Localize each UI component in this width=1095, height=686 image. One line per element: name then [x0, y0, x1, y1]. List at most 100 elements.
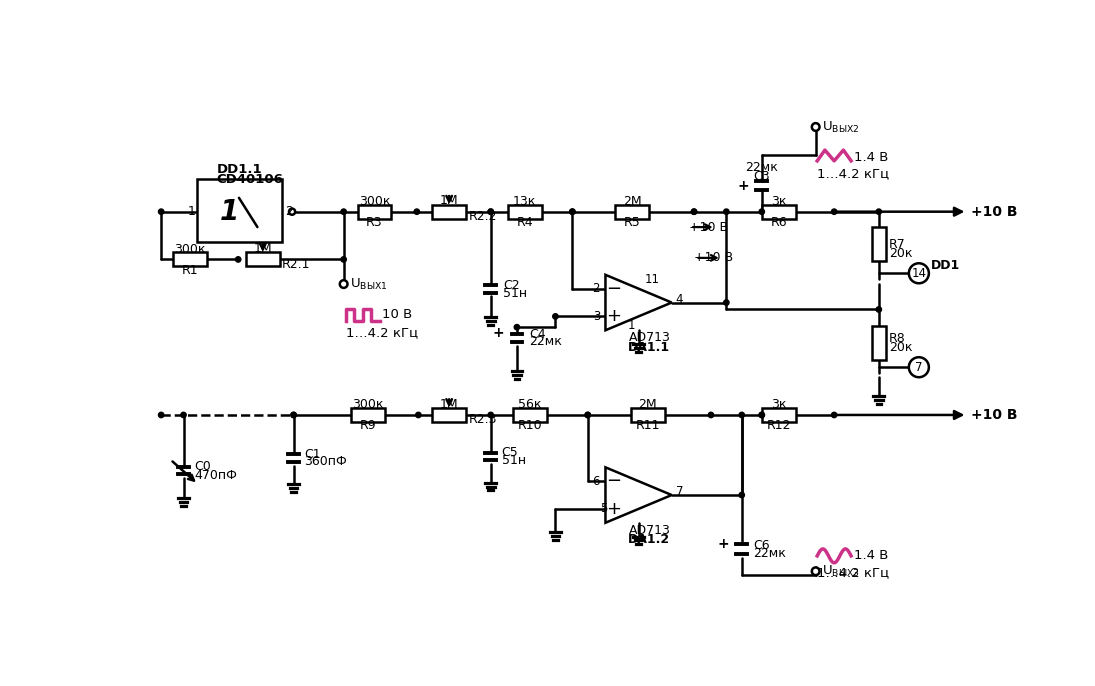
Text: 1…4.2 кГц: 1…4.2 кГц	[817, 567, 889, 579]
Polygon shape	[606, 275, 671, 330]
Bar	[762, 408, 796, 422]
Text: C0: C0	[194, 460, 211, 473]
Circle shape	[691, 209, 696, 215]
Text: 1: 1	[187, 205, 195, 218]
Text: 1.4 В: 1.4 В	[854, 150, 888, 163]
Text: U$_{\mathsf{ВЫХ1}}$: U$_{\mathsf{ВЫХ1}}$	[349, 276, 388, 292]
Circle shape	[569, 209, 575, 215]
Text: +: +	[718, 537, 729, 552]
Text: 1M: 1M	[440, 194, 459, 207]
Text: 3к: 3к	[771, 399, 786, 412]
Text: +10 В: +10 В	[971, 204, 1017, 219]
Text: C2: C2	[503, 279, 520, 292]
Circle shape	[488, 412, 494, 418]
Text: 20к: 20к	[889, 247, 912, 260]
Bar	[872, 326, 886, 359]
Text: 5: 5	[600, 502, 608, 515]
Bar	[246, 252, 279, 266]
Text: CD40106: CD40106	[217, 173, 284, 186]
Circle shape	[488, 209, 494, 215]
Circle shape	[876, 209, 881, 215]
Circle shape	[339, 280, 347, 288]
Text: +10 В: +10 В	[971, 408, 1017, 422]
Text: U$_{\mathsf{ВЫХ2}}$: U$_{\mathsf{ВЫХ2}}$	[822, 119, 860, 134]
Text: 300к: 300к	[353, 399, 384, 412]
Text: R8: R8	[889, 332, 906, 345]
Circle shape	[585, 412, 590, 418]
Text: AD713: AD713	[629, 524, 670, 537]
Text: R7: R7	[889, 237, 906, 250]
Text: R12: R12	[766, 419, 791, 432]
Text: 3к: 3к	[771, 196, 786, 208]
Text: DD1.1: DD1.1	[217, 163, 262, 176]
Text: C6: C6	[753, 539, 770, 552]
Circle shape	[341, 209, 346, 215]
Text: 300к: 300к	[359, 196, 390, 208]
Text: 1: 1	[629, 319, 635, 332]
Text: 1…4.2 кГц: 1…4.2 кГц	[817, 167, 889, 180]
Bar	[631, 408, 665, 422]
Text: +: +	[607, 307, 622, 325]
Text: 2: 2	[592, 282, 600, 295]
Circle shape	[235, 257, 241, 262]
Circle shape	[909, 357, 929, 377]
Circle shape	[876, 307, 881, 312]
Circle shape	[909, 263, 929, 283]
Text: C5: C5	[502, 446, 518, 459]
Bar	[762, 204, 796, 219]
Circle shape	[811, 567, 819, 575]
Bar	[351, 408, 385, 422]
Circle shape	[759, 412, 764, 418]
Bar	[358, 204, 391, 219]
Text: R9: R9	[360, 419, 377, 432]
Text: 22мк: 22мк	[529, 335, 562, 348]
Text: +: +	[738, 178, 749, 193]
Text: R2.1: R2.1	[283, 257, 311, 270]
Bar	[514, 408, 546, 422]
Text: DA1.1: DA1.1	[629, 341, 670, 354]
Circle shape	[515, 324, 520, 330]
Text: R4: R4	[517, 216, 533, 229]
Text: 360пФ: 360пФ	[304, 456, 347, 469]
Circle shape	[724, 300, 729, 305]
Circle shape	[289, 209, 296, 215]
Bar	[433, 204, 466, 219]
Text: −: −	[607, 472, 622, 490]
Text: 3: 3	[592, 310, 600, 323]
Text: 51н: 51н	[502, 454, 526, 467]
Text: DA1.2: DA1.2	[629, 533, 670, 546]
Text: 22мк: 22мк	[746, 161, 779, 174]
Circle shape	[291, 412, 297, 418]
Circle shape	[759, 209, 764, 215]
Text: R1: R1	[182, 263, 198, 276]
Text: +10 В: +10 В	[694, 251, 734, 264]
Text: 4: 4	[676, 293, 683, 306]
Text: C3: C3	[753, 169, 770, 182]
Text: C4: C4	[529, 328, 545, 341]
Text: U$_{\mathsf{ВЫХ3}}$: U$_{\mathsf{ВЫХ3}}$	[822, 564, 860, 579]
Circle shape	[831, 209, 837, 215]
Text: 13к: 13к	[512, 196, 537, 208]
Circle shape	[831, 412, 837, 418]
Circle shape	[708, 412, 714, 418]
Circle shape	[585, 412, 590, 418]
Circle shape	[739, 493, 745, 498]
Bar	[508, 204, 542, 219]
Text: C1: C1	[304, 448, 321, 461]
Text: +10 В: +10 В	[689, 221, 728, 233]
Bar	[615, 204, 649, 219]
Text: R11: R11	[635, 419, 660, 432]
Text: 51н: 51н	[503, 287, 527, 300]
Text: 2: 2	[285, 205, 293, 218]
Circle shape	[181, 412, 186, 418]
Text: 7: 7	[915, 361, 923, 374]
Text: AD713: AD713	[629, 331, 670, 344]
Text: 1…4.2 кГц: 1…4.2 кГц	[346, 326, 418, 339]
Bar	[872, 227, 886, 261]
Circle shape	[811, 123, 819, 131]
Bar	[197, 178, 283, 242]
Text: 22мк: 22мк	[753, 547, 786, 560]
Circle shape	[159, 412, 164, 418]
Text: R10: R10	[518, 419, 542, 432]
Circle shape	[739, 412, 745, 418]
